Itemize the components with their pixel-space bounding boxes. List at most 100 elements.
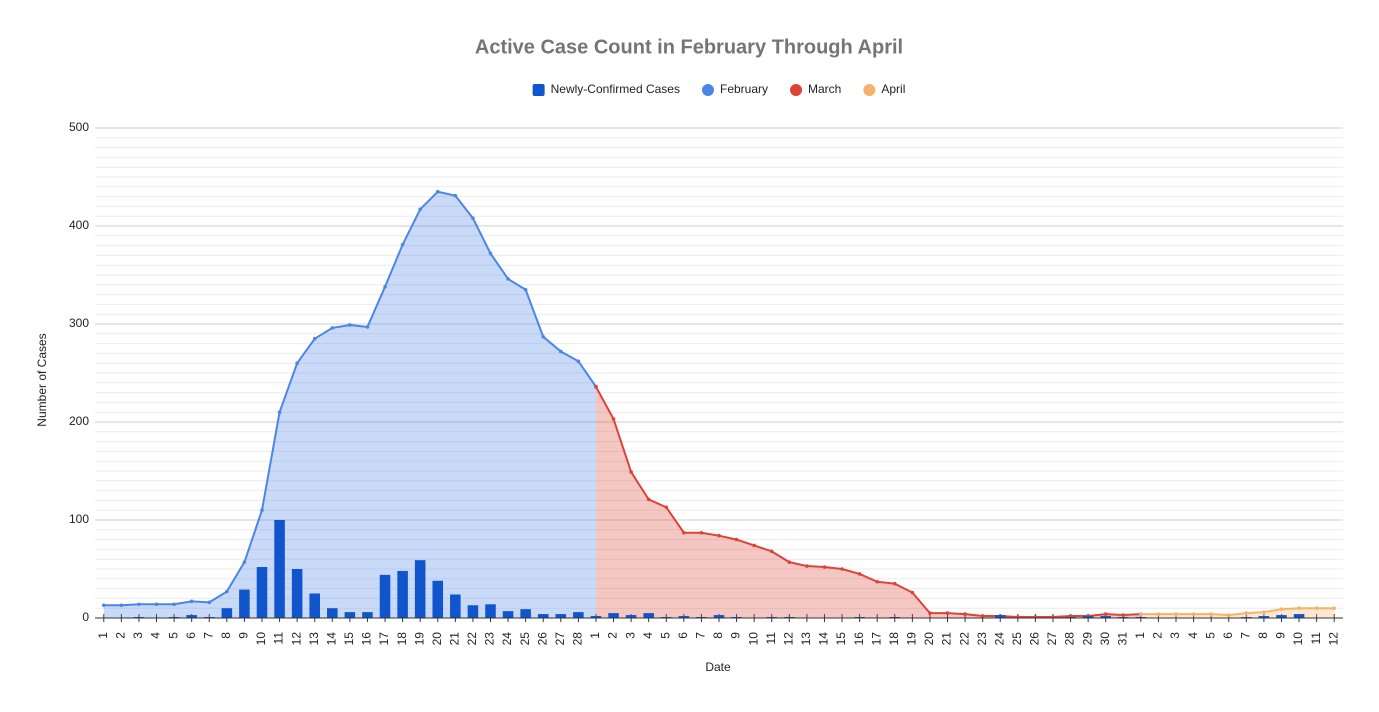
point: [348, 323, 352, 327]
point: [295, 361, 299, 366]
point: [242, 560, 247, 564]
x-tick-label: 18: [887, 632, 901, 646]
x-tick-label: 27: [553, 632, 567, 646]
point: [260, 508, 264, 512]
point: [471, 216, 475, 220]
bar: [274, 520, 285, 618]
x-tick-label: 3: [131, 632, 145, 639]
x-tick-label: 9: [237, 632, 251, 639]
point: [752, 543, 756, 548]
x-tick-label: 8: [1256, 632, 1270, 639]
bar: [221, 608, 233, 618]
bar: [186, 615, 197, 618]
x-tick-label: 30: [1098, 632, 1112, 646]
legend: Newly-Confirmed Cases February March April: [532, 82, 905, 96]
x-tick-label: 4: [1186, 632, 1200, 639]
x-tick-label: 2: [114, 632, 128, 639]
line: [1140, 607, 1335, 617]
x-tick-label: 25: [1010, 632, 1024, 646]
legend-label: March: [808, 82, 841, 96]
point: [1244, 611, 1249, 615]
x-tick-label: 23: [975, 632, 989, 646]
x-tick-label: 15: [834, 632, 848, 646]
point: [646, 497, 651, 502]
x-tick-label: 10: [254, 632, 268, 646]
bar: [362, 612, 373, 618]
x-tick-label: 6: [184, 632, 198, 639]
point: [1209, 612, 1213, 616]
y-tick-label: 300: [69, 316, 89, 330]
plot-area: [95, 189, 1343, 619]
x-tick-label: 26: [1028, 632, 1042, 646]
point: [717, 533, 721, 538]
x-tick-label: 1: [96, 632, 110, 639]
point: [1068, 614, 1073, 618]
bar: [643, 613, 654, 618]
point: [857, 572, 862, 576]
point: [1191, 612, 1196, 616]
point: [488, 251, 493, 256]
point: [805, 564, 809, 568]
bar: [1258, 616, 1270, 618]
bar: [678, 616, 690, 618]
point: [312, 336, 317, 341]
y-axis-title: Number of Cases: [35, 333, 49, 426]
x-tick-label: 11: [764, 632, 778, 645]
x-tick-label: 13: [307, 632, 321, 646]
x-tick-label: 27: [1045, 632, 1059, 646]
legend-label: February: [720, 82, 768, 96]
point: [1279, 607, 1284, 611]
point: [787, 560, 792, 564]
point: [594, 384, 598, 389]
point: [629, 470, 633, 474]
x-tick-label: 26: [535, 632, 549, 646]
bar: [397, 570, 408, 618]
x-tick-label: 9: [1274, 632, 1288, 639]
grid: [95, 127, 1343, 622]
point: [682, 530, 686, 535]
point: [1139, 612, 1143, 616]
point: [734, 537, 739, 542]
point: [928, 611, 932, 615]
x-tick-label: 24: [500, 632, 514, 646]
x-tick-label: 5: [166, 632, 180, 639]
bar: [327, 608, 338, 618]
x-tick-label: 11: [1309, 632, 1323, 645]
bar: [555, 614, 567, 618]
x-tick-label: 2: [1151, 632, 1165, 639]
x-tick-label: 31: [1115, 632, 1129, 646]
point: [137, 602, 141, 607]
point: [945, 611, 950, 615]
x-tick-label: 29: [1080, 632, 1094, 646]
point: [277, 410, 282, 415]
x-tick-label: 20: [922, 632, 936, 646]
x-tick-label: 23: [483, 632, 497, 646]
legend-swatch: [701, 84, 714, 96]
x-tick-label: 11: [272, 632, 286, 645]
x-tick-label: 16: [852, 632, 866, 646]
point: [576, 359, 581, 364]
point: [769, 549, 774, 554]
x-tick-label: 8: [219, 632, 233, 639]
point: [822, 565, 827, 569]
x-tick-label: 18: [395, 632, 409, 646]
area: [103, 191, 596, 618]
bar: [379, 574, 391, 618]
x-tick-label: 28: [1063, 632, 1077, 646]
bar: [1293, 614, 1305, 618]
bar: [344, 612, 356, 618]
point: [225, 589, 229, 594]
bar: [608, 613, 619, 618]
point: [1314, 606, 1319, 610]
point: [699, 530, 704, 535]
point: [980, 614, 985, 618]
legend-item: February: [701, 82, 768, 96]
point: [119, 603, 124, 608]
legend-label: Newly-Confirmed Cases: [551, 82, 680, 96]
bar: [713, 615, 725, 618]
bar: [291, 569, 303, 618]
x-tick-label: 7: [1238, 632, 1252, 639]
x-tick-label: 14: [817, 632, 831, 646]
point: [1156, 612, 1161, 616]
